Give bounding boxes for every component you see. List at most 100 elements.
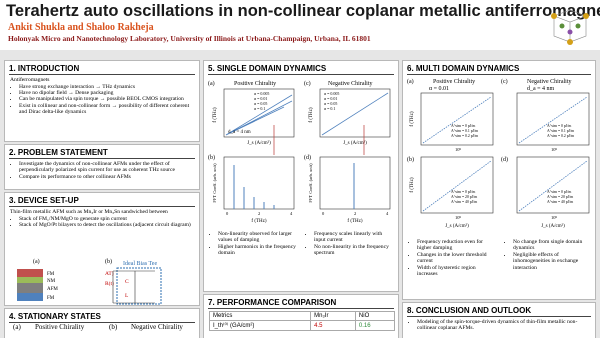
heading: 5. SINGLE DOMAIN DYNAMICS	[208, 64, 394, 75]
plot-frame	[420, 92, 494, 146]
panel-label: (d)	[501, 156, 508, 163]
legend-entry: A^sim = 0.1 pJ/m	[451, 129, 478, 133]
list: Stack of FM₁/NM/MgO to generate spin cur…	[19, 216, 195, 229]
panel-label: (b)	[208, 154, 215, 161]
panel-label: (a)	[407, 78, 414, 85]
wire	[112, 270, 155, 304]
heading: 6. MULTI DOMAIN DYNAMICS	[407, 64, 591, 75]
panel-label: (a)	[33, 258, 40, 265]
list: Have strong exchange interaction → THz d…	[19, 84, 195, 116]
tick-label: 0	[226, 211, 229, 216]
logo-crystal	[551, 9, 589, 45]
panel-label: (c)	[501, 78, 508, 85]
axis-label: f (THz)	[309, 107, 314, 122]
axis-label: J_s (A/cm²)	[445, 223, 469, 229]
axis-label: J_s (A/cm²)	[247, 140, 271, 146]
table-header: Mn₃Ir	[310, 311, 356, 321]
tick-label: 4	[386, 211, 389, 216]
bullet: Negligible effects of inhomogeneities in…	[513, 252, 593, 271]
legend-entry: A^sim = 0.2 pJ/m	[547, 134, 574, 138]
list: No change from single domain dynamics Ne…	[513, 239, 593, 271]
single-domain: 5. SINGLE DOMAIN DYNAMICS (a) Positive C…	[203, 60, 399, 292]
legend-entry: A^sim = 20 pJ/m	[451, 195, 477, 199]
layer	[17, 283, 43, 293]
heading: 8. CONCLUSION AND OUTLOOK	[407, 306, 591, 317]
legend-entry: A^sim = 0 pJ/m	[451, 124, 475, 128]
heading: 4. STATIONARY STATES	[9, 312, 195, 323]
table-header: Metrics	[208, 311, 312, 321]
axis-label: f (THz)	[213, 107, 218, 122]
introduction: 1. INTRODUCTION Antiferromagnets Have st…	[4, 60, 200, 142]
panel-d: (d) 0 2 4 FFT Coeff. (arb. unit) f (THz)	[304, 154, 391, 224]
panel-label: (b)	[109, 323, 118, 331]
legend-entry: α = 0.05	[324, 101, 337, 106]
plot-frame	[516, 156, 590, 214]
device-setup: 3. DEVICE SET-UP Thin-film metallic AFM …	[4, 192, 200, 306]
table-header: NiO	[354, 311, 396, 321]
bullet: Stack of FM₁/NM/MgO to generate spin cur…	[19, 216, 195, 222]
legend-entry: α = 0.05	[254, 101, 267, 106]
bullet: Modeling of the spin-torque-driven dynam…	[417, 319, 591, 332]
annotation: d_a = 4 nm	[527, 86, 555, 92]
bullet: Frequency scales linearly with input cur…	[314, 231, 394, 244]
legend-entry: A^sim = 20 pJ/m	[547, 195, 573, 199]
curve	[518, 96, 588, 144]
text: Thin-film metallic AFM such as Mn₃Ir or …	[10, 209, 168, 215]
legend-entry: A^sim = 40 pJ/m	[451, 200, 477, 204]
curve	[422, 160, 492, 212]
panel-d: (d) A^sim = 0 pJ/m A^sim = 20 pJ/m A^sim…	[501, 156, 590, 229]
axis-label: J_s (A/cm²)	[541, 223, 565, 229]
legend-entry: A^sim = 0.2 pJ/m	[451, 134, 478, 138]
panel-title: Positive Chirality	[35, 323, 85, 331]
curve	[422, 96, 492, 144]
heading: 3. DEVICE SET-UP	[9, 196, 195, 207]
tick-label: 4	[290, 211, 293, 216]
panel-title: Negative Chirality	[131, 323, 183, 331]
plot-frame	[319, 156, 391, 210]
panel-label: (d)	[304, 154, 311, 161]
circuit-label: L	[125, 293, 129, 299]
list: Investigate the dynamics of non-collinea…	[19, 161, 195, 180]
bullet: Can be manipulated via spin torque → pos…	[19, 96, 195, 102]
panel-label: (a)	[13, 323, 21, 331]
bullet: Width of hysteretic region increases	[417, 265, 497, 278]
plot-frame	[223, 88, 295, 138]
plot-frame	[420, 156, 494, 214]
curve	[321, 92, 389, 136]
list: Frequency reduction even for higher damp…	[417, 239, 497, 277]
layer-label: FM	[47, 296, 55, 301]
list: Frequency scales linearly with input cur…	[314, 231, 394, 257]
bullet: Stack of MgO/Pt bilayers to detect the o…	[19, 222, 195, 228]
conclusion: 8. CONCLUSION AND OUTLOOK Modeling of th…	[402, 302, 596, 338]
bullet: Frequency reduction even for higher damp…	[417, 239, 497, 252]
circuit-label: C	[125, 279, 129, 285]
bullet: Investigate the dynamics of non-collinea…	[19, 161, 195, 174]
bullet: Compare its performance to other colline…	[19, 174, 195, 180]
bullet: No non-linearity in the frequency spectr…	[314, 244, 394, 257]
panel-c: (c) Negative Chirality α = 0.005 α = 0.0…	[304, 80, 391, 146]
legend-entry: α = 0.005	[254, 91, 269, 96]
circuit-label: R(t)	[105, 280, 114, 287]
tick-label: 0	[322, 211, 325, 216]
tick-label: 2	[354, 211, 356, 216]
panel-a: (a) Positive Chirality α = 0.01 A^sim = …	[407, 78, 494, 152]
annotation: d_a = 4 nm	[228, 130, 251, 135]
text: Antiferromagnets	[10, 77, 50, 83]
layer	[17, 293, 43, 301]
layer-label: NM	[47, 279, 56, 284]
legend-entry: A^sim = 0 pJ/m	[451, 190, 475, 194]
problem-statement: 2. PROBLEM STATEMENT Investigate the dyn…	[4, 144, 200, 190]
layer	[17, 277, 43, 283]
panel-title: Positive Chirality	[234, 81, 276, 87]
panel-title: Positive Chirality	[433, 79, 475, 85]
axis-label: FFT Coeff. (arb. unit)	[308, 163, 313, 203]
curve	[518, 160, 588, 212]
tick-label: 10⁹	[455, 147, 462, 152]
legend-entry: A^sim = 40 pJ/m	[547, 200, 573, 204]
legend-entry: α = 0.1	[324, 106, 335, 111]
panel-label: (b)	[407, 156, 414, 163]
legend-entry: α = 0.005	[324, 91, 339, 96]
table-cell: 4.5	[310, 320, 356, 331]
spectrum	[233, 165, 275, 209]
